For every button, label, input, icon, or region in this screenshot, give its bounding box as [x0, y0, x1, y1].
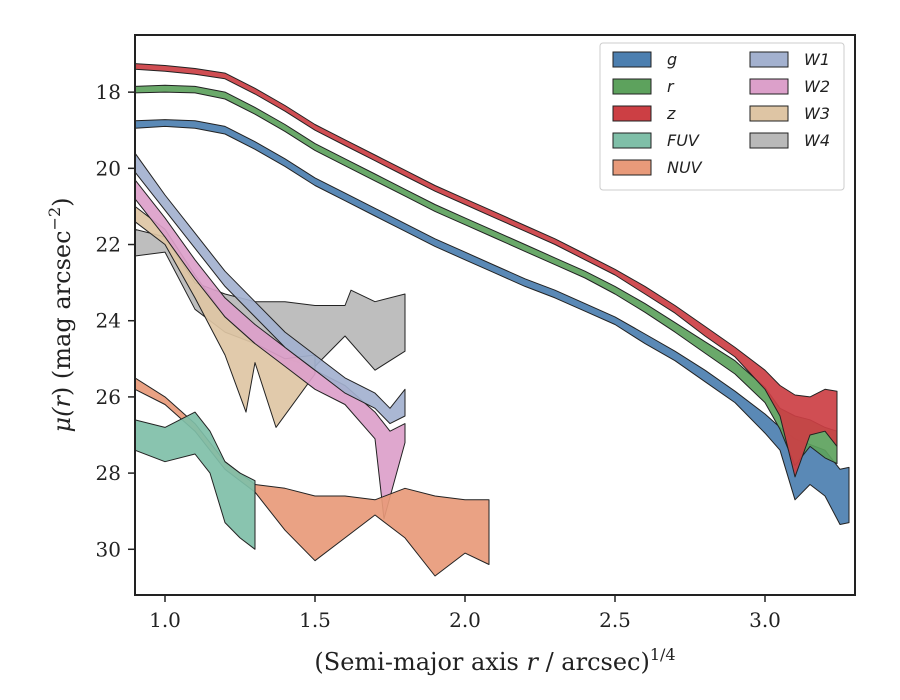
legend-swatch-nuv [612, 159, 652, 176]
y-tick-label: 22 [96, 233, 121, 257]
x-tick-label: 2.5 [599, 608, 631, 632]
legend-swatch-w4 [749, 132, 789, 149]
legend-swatch-w1 [749, 51, 789, 68]
legend-label-nuv: NUV [667, 158, 703, 177]
band-r [135, 84, 838, 466]
legend-swatch-r [612, 78, 652, 95]
band-w1 [135, 152, 406, 425]
data-bands [135, 63, 850, 577]
x-tick-label: 2.0 [449, 608, 481, 632]
y-axis: 18 20 22 24 26 28 30 [96, 80, 135, 561]
legend-swatch-fuv [612, 132, 652, 149]
band-z [135, 63, 838, 478]
legend-label-w1: W1 [804, 50, 830, 69]
y-tick-label: 20 [96, 156, 121, 180]
legend-label-w2: W2 [804, 77, 830, 96]
x-tick-label: 3.0 [749, 608, 781, 632]
legend-label-z: z [666, 104, 676, 123]
legend: grz FUV NUV W1 W2 W3 W4 [599, 42, 845, 191]
y-tick-label: 18 [96, 80, 121, 104]
y-tick-label: 28 [96, 461, 121, 485]
y-tick-label: 24 [96, 309, 121, 333]
legend-swatch-g [612, 51, 652, 68]
x-tick-label: 1.0 [149, 608, 181, 632]
x-axis: 1.0 1.5 2.0 2.5 3.0 [149, 595, 781, 632]
plot-frame [134, 34, 856, 596]
legend-swatch-w2 [749, 78, 789, 95]
band-w2 [135, 179, 406, 520]
legend-label-r: r [667, 77, 675, 96]
band-g [135, 119, 850, 525]
legend-label-g: g [667, 50, 677, 69]
x-axis-label: (Semi-major axis r / arcsec)1/4 [314, 645, 675, 676]
legend-label-w3: W3 [804, 104, 830, 123]
y-axis-label: μ(r) (mag arcsec−2) [45, 197, 76, 432]
y-tick-label: 26 [96, 385, 121, 409]
legend-label-fuv: FUV [667, 131, 700, 150]
y-tick-label: 30 [96, 537, 121, 561]
legend-swatch-z [612, 105, 652, 122]
band-nuv [135, 377, 490, 577]
x-tick-label: 1.5 [299, 608, 331, 632]
legend-swatch-w3 [749, 105, 789, 122]
legend-label-w4: W4 [804, 131, 830, 150]
band-fuv [135, 411, 256, 550]
